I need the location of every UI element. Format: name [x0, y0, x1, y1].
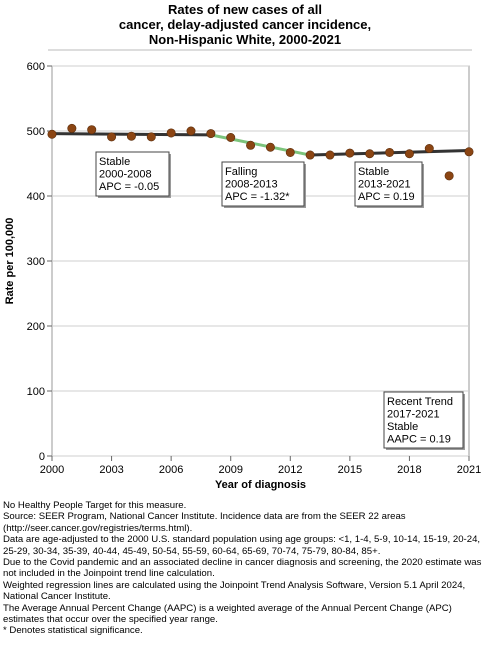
data-point [246, 140, 256, 150]
y-tick-label: 300 [27, 256, 45, 268]
annotation-box [354, 161, 423, 207]
y-tick-label: 600 [27, 61, 45, 73]
annotation-text: 2008-2013 [225, 179, 278, 191]
footnote-significance: * Denotes statistical significance. [3, 625, 143, 637]
footnote-covid: Due to the Covid pandemic and an associa… [3, 557, 482, 580]
data-point [325, 150, 335, 160]
x-tick-label: 2021 [457, 464, 481, 476]
footnote-healthy-people: No Healthy People Target for this measur… [3, 500, 187, 511]
data-point [385, 147, 395, 157]
data-point [87, 125, 97, 135]
title-line-1: Rates of new cases of all [168, 2, 322, 17]
data-point [146, 132, 156, 142]
y-tick-label: 100 [27, 386, 45, 398]
annotation-text: 2000-2008 [99, 169, 152, 181]
footnote-age-adjustment: Data are age-adjusted to the 2000 U.S. s… [3, 534, 481, 557]
x-tick-label: 2018 [397, 464, 421, 476]
annotation-text: APC = 0.19 [358, 191, 415, 203]
x-tick-label: 2000 [40, 464, 64, 476]
annotation-text: Stable [99, 156, 130, 168]
data-point [186, 126, 196, 136]
data-point [404, 149, 414, 159]
data-point [424, 144, 434, 154]
y-tick-label: 500 [27, 126, 45, 138]
y-tick-label: 400 [27, 191, 45, 203]
data-point [47, 129, 57, 139]
annotation-text: AAPC = 0.19 [387, 434, 451, 446]
footnotes: No Healthy People Target for this measur… [3, 500, 489, 637]
chart: Rates of new cases of all cancer, delay-… [4, 2, 481, 491]
annotation-text: 2013-2021 [358, 179, 411, 191]
annotation-text: Stable [358, 166, 389, 178]
x-tick-label: 2015 [338, 464, 362, 476]
x-tick-label: 2003 [99, 464, 123, 476]
footnote-aapc: The Average Annual Percent Change (AAPC)… [3, 602, 452, 626]
data-point [464, 147, 474, 157]
data-point [206, 129, 216, 139]
annotation-text: Falling [225, 166, 257, 178]
annotation-box [383, 391, 464, 449]
data-point [444, 171, 454, 181]
footnote-source: Source: SEER Program, National Cancer In… [3, 511, 406, 534]
annotation-text: 2017-2021 [387, 409, 440, 421]
data-point [265, 142, 275, 152]
annotation-box [95, 151, 170, 197]
data-point [226, 133, 236, 143]
annotation-box [221, 161, 305, 207]
data-point [126, 131, 136, 141]
data-point [67, 123, 77, 133]
annotation-text: APC = -0.05 [99, 181, 159, 193]
footnote-joinpoint: Weighted regression lines are calculated… [3, 579, 466, 603]
x-tick-label: 2012 [278, 464, 302, 476]
y-tick-label: 200 [27, 321, 45, 333]
y-axis-title: Rate per 100,000 [4, 218, 16, 305]
annotation-text: APC = -1.32* [225, 191, 290, 203]
y-tick-label: 0 [39, 451, 45, 463]
annotation-text: Stable [387, 421, 418, 433]
data-point [345, 148, 355, 158]
x-tick-label: 2006 [159, 464, 183, 476]
annotation-text: Recent Trend [387, 396, 453, 408]
data-point [166, 128, 176, 138]
title-line-2: cancer, delay-adjusted cancer incidence, [119, 17, 371, 32]
x-tick-label: 2009 [218, 464, 242, 476]
data-point [305, 150, 315, 160]
data-point [107, 132, 117, 142]
x-axis-title: Year of diagnosis [215, 479, 306, 491]
data-point [365, 149, 375, 159]
chart-title: Rates of new cases of all cancer, delay-… [119, 2, 371, 47]
data-point [285, 147, 295, 157]
title-line-3: Non-Hispanic White, 2000-2021 [149, 32, 341, 47]
